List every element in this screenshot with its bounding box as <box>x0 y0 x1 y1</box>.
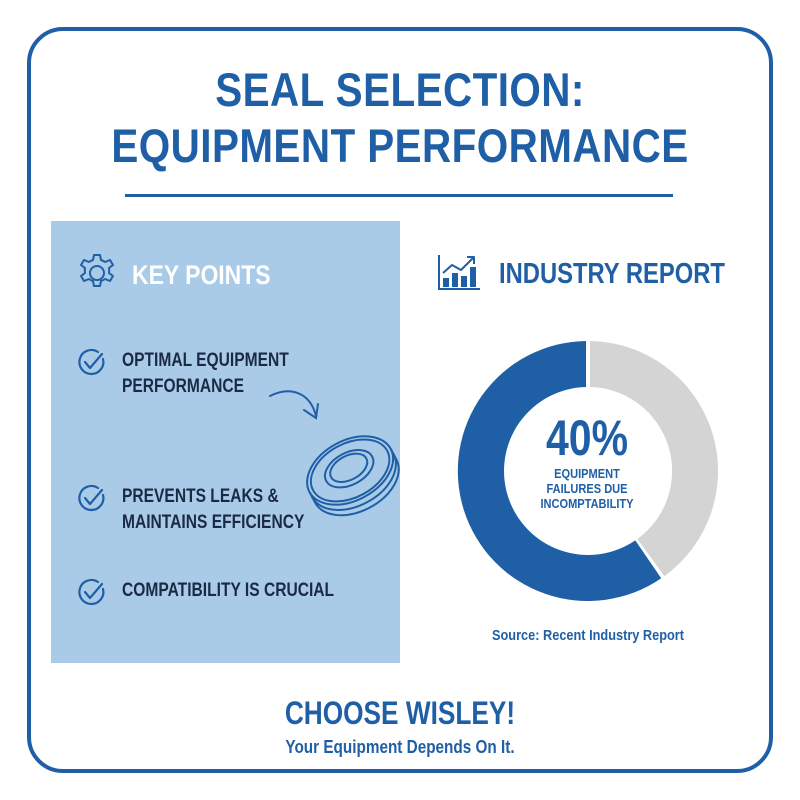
donut-center-label: 40% EQUIPMENT FAILURES DUE INCOMPTABILIT… <box>507 410 667 511</box>
key-point-line: MAINTAINS EFFICIENCY <box>122 512 305 533</box>
key-point-line: OPTIMAL EQUIPMENT <box>122 350 289 371</box>
key-point-line: PERFORMANCE <box>122 376 245 397</box>
call-to-action: CHOOSE WISLEY! <box>284 695 516 731</box>
page-title-line2: EQUIPMENT PERFORMANCE <box>111 119 689 172</box>
donut-chart <box>457 340 719 607</box>
caption-line: EQUIPMENT <box>554 466 620 481</box>
check-circle-icon <box>76 578 108 614</box>
gear-icon <box>76 252 118 299</box>
industry-report-heading: INDUSTRY REPORT <box>499 257 725 290</box>
source-note: Source: Recent Industry Report <box>492 627 684 644</box>
call-to-action-subtitle: Your Equipment Depends On It. <box>285 737 515 757</box>
bar-chart-trend-icon <box>437 253 481 296</box>
failure-percentage: 40% <box>545 410 629 466</box>
donut-segment-other <box>590 341 719 577</box>
page-title-line1: SEAL SELECTION: <box>215 63 585 116</box>
key-point-item: COMPATIBILITY IS CRUCIAL <box>76 578 381 614</box>
key-point-item: PREVENTS LEAKS & MAINTAINS EFFICIENCY <box>76 484 344 536</box>
check-circle-icon <box>76 348 108 384</box>
key-points-heading: KEY POINTS <box>132 259 271 290</box>
donut-segment-incompatibility <box>457 341 662 601</box>
seal-ring-icon <box>262 382 402 527</box>
title-divider <box>125 194 673 197</box>
caption-line: INCOMPTABILITY <box>540 496 634 511</box>
key-point-line: COMPATIBILITY IS CRUCIAL <box>122 580 335 601</box>
key-point-line: PREVENTS LEAKS & <box>122 486 279 507</box>
key-points-header: KEY POINTS <box>76 253 295 295</box>
industry-report-header: INDUSTRY REPORT <box>437 254 775 294</box>
key-point-item: OPTIMAL EQUIPMENT PERFORMANCE <box>76 348 325 400</box>
check-circle-icon <box>76 484 108 520</box>
caption-line: FAILURES DUE <box>546 481 628 496</box>
card-border <box>27 27 773 773</box>
